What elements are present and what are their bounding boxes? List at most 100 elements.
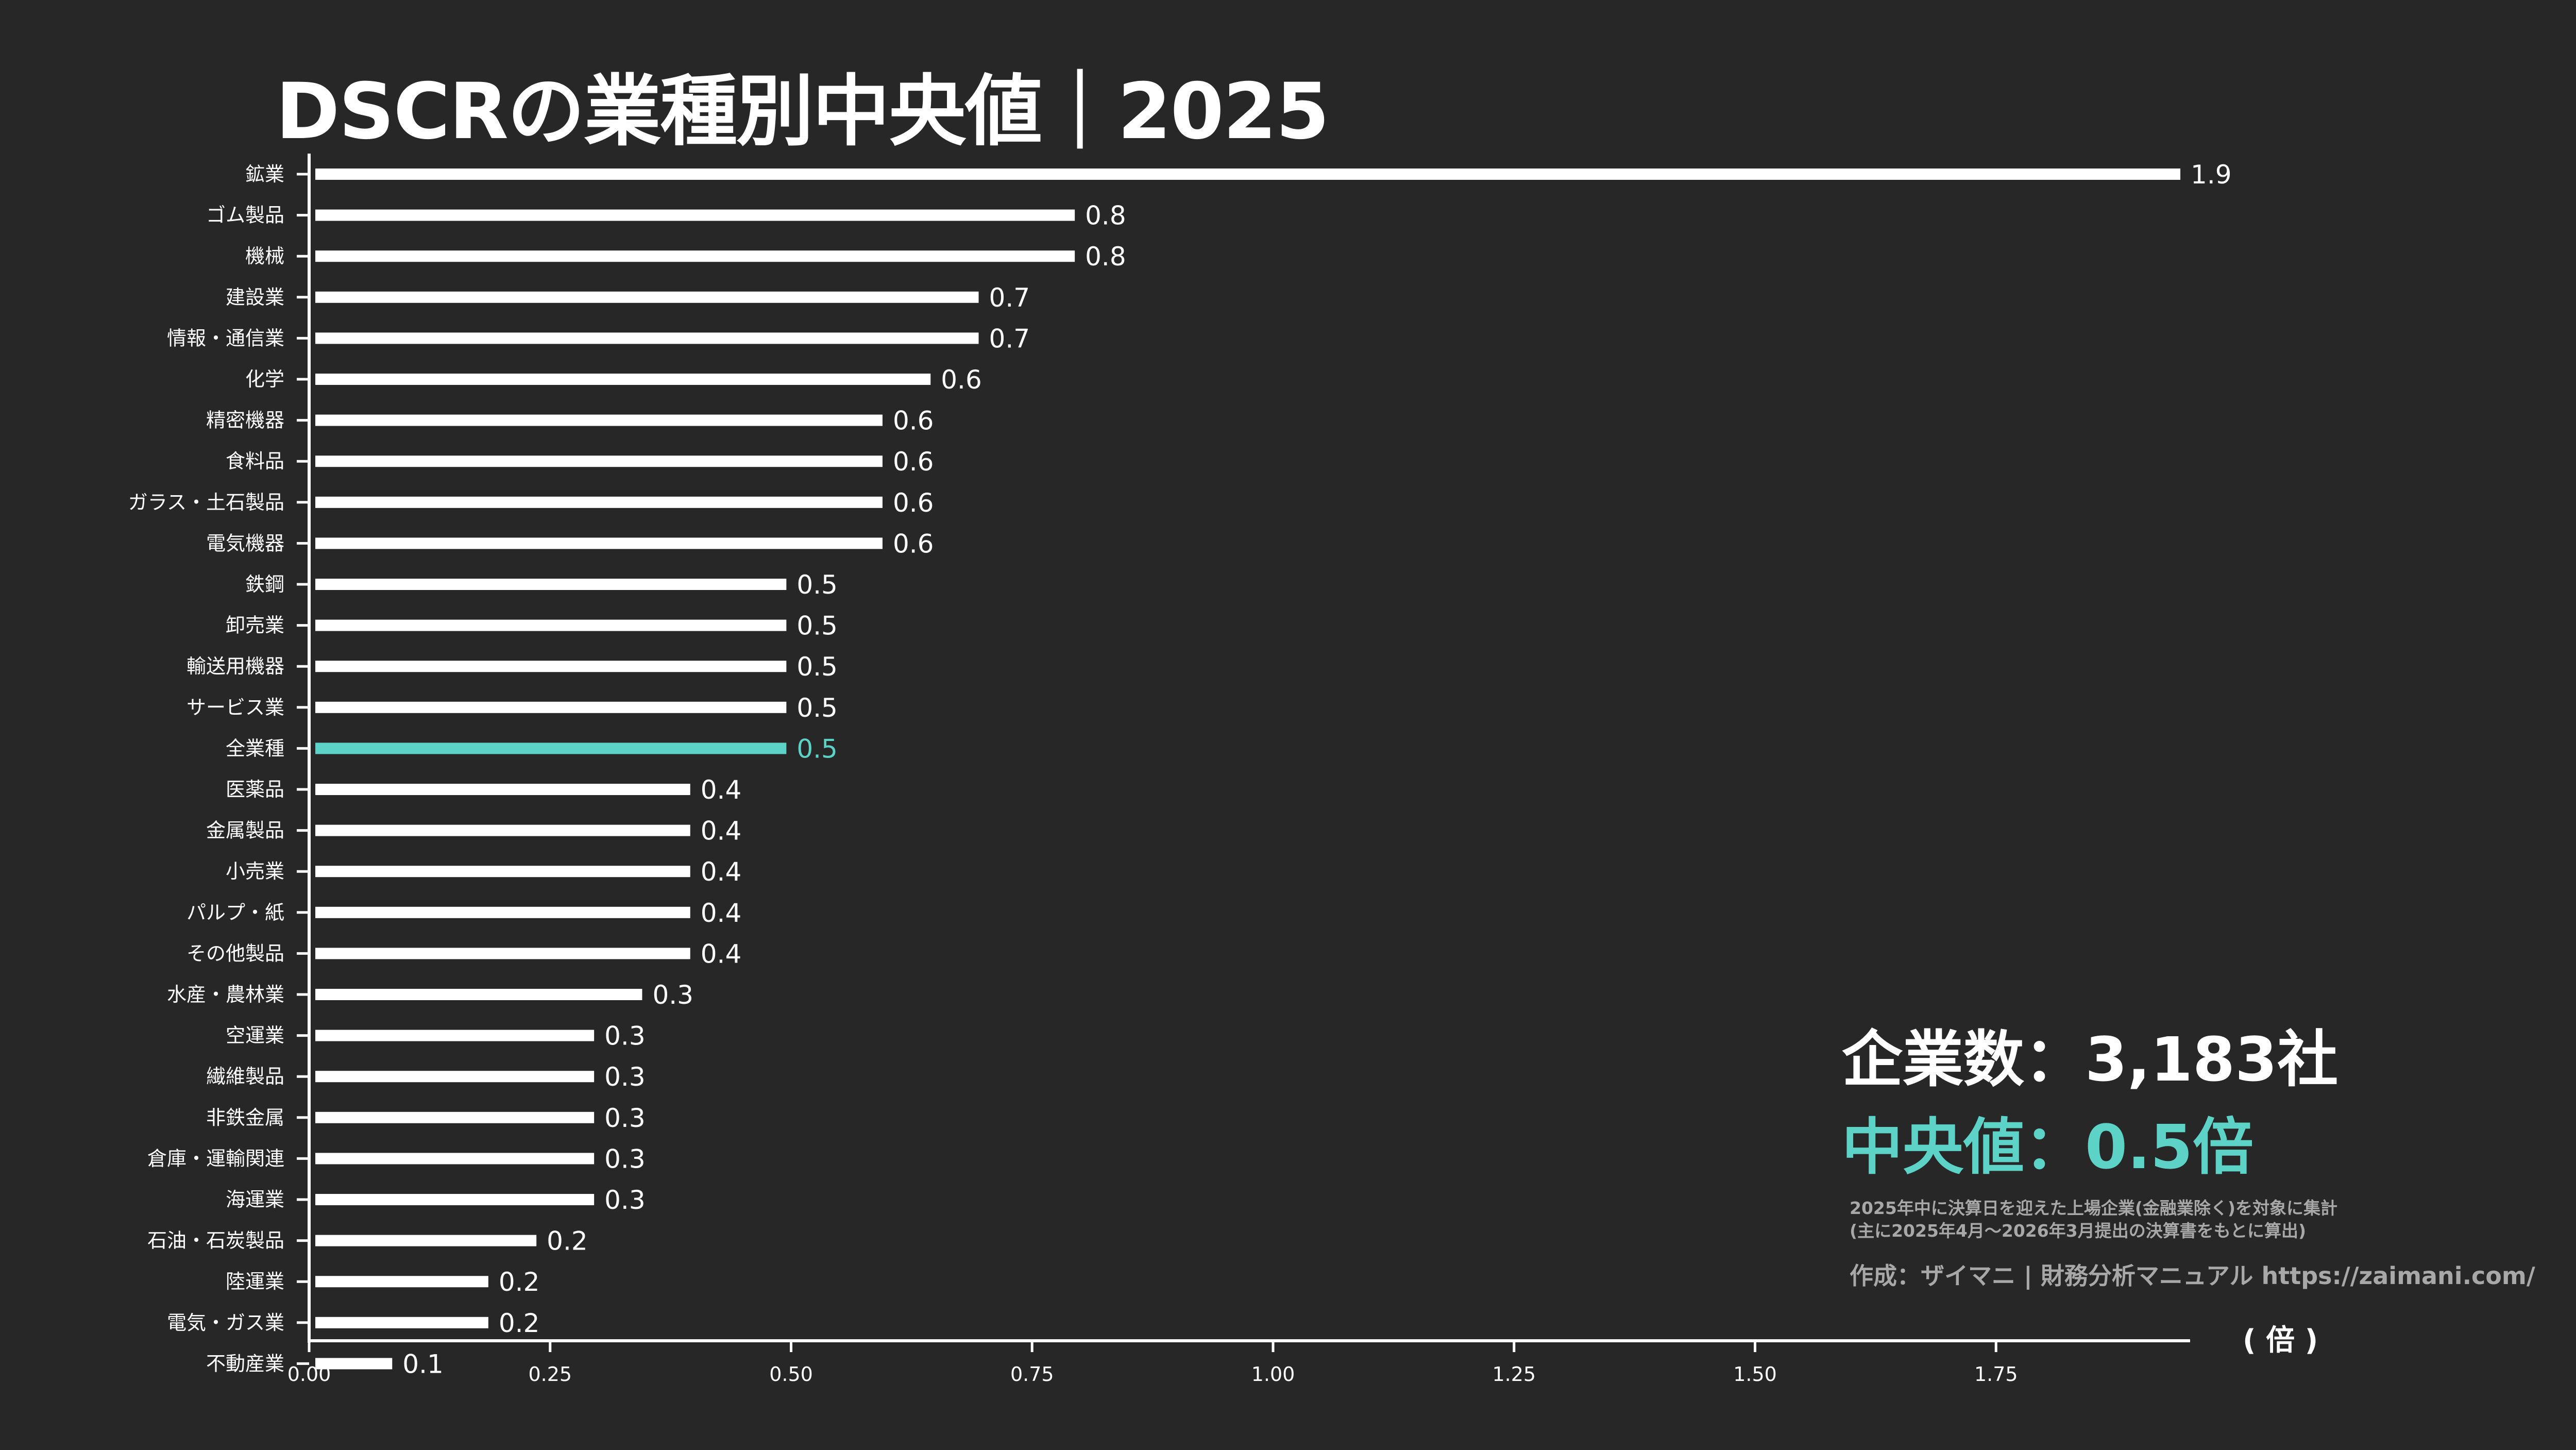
median-value: 中央値：0.5倍 bbox=[1842, 1111, 2254, 1183]
bar bbox=[315, 579, 787, 590]
category-label: サービス業 bbox=[187, 696, 284, 719]
x-tick-label: 1.75 bbox=[1974, 1363, 2018, 1386]
data-label: 0.3 bbox=[604, 1144, 646, 1174]
data-label: 0.3 bbox=[652, 980, 693, 1010]
bar bbox=[315, 619, 787, 631]
data-label: 0.2 bbox=[499, 1267, 540, 1297]
x-tick-label: 1.50 bbox=[1733, 1363, 1777, 1386]
category-label: 空運業 bbox=[226, 1024, 284, 1047]
bar bbox=[315, 1111, 595, 1123]
bar bbox=[315, 1317, 488, 1328]
data-label: 0.4 bbox=[701, 816, 742, 846]
category-label: その他製品 bbox=[187, 942, 284, 965]
bar bbox=[315, 1071, 595, 1083]
category-label: 精密機器 bbox=[206, 409, 284, 432]
note-line-1: 2025年中に決算日を迎えた上場企業(金融業除く)を対象に集計 bbox=[1850, 1198, 2338, 1218]
labels: 鉱業 1.9 ゴム製品 0.8 機械 0.8 建設業 0.7 情報・通信業 0.7 化学 0.6 精密機… bbox=[128, 160, 2232, 1379]
data-label: 0.6 bbox=[893, 529, 934, 559]
category-label: ガラス・土石製品 bbox=[128, 491, 284, 514]
category-label: 小売業 bbox=[226, 860, 284, 883]
category-label: 石油・石炭製品 bbox=[147, 1229, 284, 1252]
category-label: 繊維製品 bbox=[206, 1065, 284, 1088]
x-tick-label: 0.75 bbox=[1010, 1363, 1054, 1386]
category-label: 全業種 bbox=[226, 737, 284, 760]
data-label: 0.3 bbox=[604, 1062, 646, 1092]
bar bbox=[315, 496, 883, 508]
data-label: 0.7 bbox=[989, 283, 1030, 313]
chart-title: DSCRの業種別中央値｜2025 bbox=[276, 67, 1330, 157]
company-count: 企業数：3,183社 bbox=[1842, 1024, 2338, 1095]
category-label: 鉱業 bbox=[245, 163, 284, 186]
data-label: 0.6 bbox=[941, 365, 982, 395]
bar bbox=[315, 332, 979, 344]
bar bbox=[315, 414, 883, 426]
bars bbox=[315, 168, 2181, 1370]
category-label: 化学 bbox=[245, 368, 284, 391]
data-label: 0.4 bbox=[701, 939, 742, 969]
x-tick-label: 1.00 bbox=[1251, 1363, 1295, 1386]
bar bbox=[315, 989, 642, 1000]
data-label: 0.6 bbox=[893, 406, 934, 436]
data-label: 0.8 bbox=[1085, 242, 1126, 272]
category-label: パルプ・紙 bbox=[187, 901, 284, 924]
data-label: 0.4 bbox=[701, 775, 742, 805]
category-label: 卸売業 bbox=[226, 614, 284, 637]
category-label: ゴム製品 bbox=[206, 204, 284, 227]
bar bbox=[315, 1276, 488, 1288]
data-label: 0.5 bbox=[796, 611, 838, 641]
bar bbox=[315, 1153, 595, 1165]
data-label: 0.8 bbox=[1085, 201, 1126, 231]
x-tick-label: 1.25 bbox=[1492, 1363, 1536, 1386]
data-label: 0.3 bbox=[604, 1021, 646, 1051]
category-label: 輸送用機器 bbox=[187, 655, 284, 678]
data-label: 0.3 bbox=[604, 1103, 646, 1133]
bar bbox=[315, 1194, 595, 1205]
data-label: 0.5 bbox=[796, 693, 838, 723]
category-label: 不動産業 bbox=[206, 1352, 284, 1375]
bar bbox=[315, 906, 690, 918]
bar bbox=[315, 1235, 537, 1246]
bar bbox=[315, 948, 690, 959]
data-label: 0.5 bbox=[796, 652, 838, 682]
data-label: 0.5 bbox=[796, 734, 838, 764]
bar bbox=[315, 824, 690, 836]
category-label: 情報・通信業 bbox=[167, 327, 284, 349]
bar bbox=[315, 701, 787, 713]
bar bbox=[315, 250, 1075, 262]
bar bbox=[315, 784, 690, 795]
category-label: 海運業 bbox=[226, 1188, 284, 1211]
bar bbox=[315, 537, 883, 549]
category-label: 金属製品 bbox=[206, 819, 284, 842]
data-label: 0.6 bbox=[893, 488, 934, 518]
category-label: 鉄鋼 bbox=[245, 573, 284, 596]
data-label: 0.2 bbox=[547, 1226, 588, 1256]
data-label: 0.4 bbox=[701, 857, 742, 887]
category-label: 非鉄金属 bbox=[206, 1106, 284, 1129]
bar-highlight bbox=[315, 743, 787, 754]
bar bbox=[315, 1358, 393, 1370]
bar bbox=[315, 374, 931, 385]
x-tick-label: 0.25 bbox=[528, 1363, 572, 1386]
bar bbox=[315, 1030, 595, 1041]
x-axis-label: ( 倍 ) bbox=[2243, 1324, 2318, 1357]
bar bbox=[315, 661, 787, 672]
data-label: 1.9 bbox=[2191, 160, 2232, 190]
category-label: 食料品 bbox=[226, 450, 284, 473]
category-label: 建設業 bbox=[226, 286, 284, 309]
bar bbox=[315, 209, 1075, 221]
category-label: 電気・ガス業 bbox=[167, 1311, 284, 1334]
data-label: 0.6 bbox=[893, 447, 934, 477]
credit: 作成：ザイマニ | 財務分析マニュアル https://zaimani.com/ bbox=[1850, 1262, 2535, 1290]
bar bbox=[315, 168, 2181, 180]
data-label: 0.2 bbox=[499, 1308, 540, 1338]
data-label: 0.3 bbox=[604, 1185, 646, 1215]
category-label: 陸運業 bbox=[226, 1270, 284, 1293]
category-label: 医薬品 bbox=[226, 778, 284, 801]
x-tick-label: 0.50 bbox=[769, 1363, 813, 1386]
bar bbox=[315, 291, 979, 303]
data-label: 0.1 bbox=[402, 1349, 444, 1379]
data-label: 0.4 bbox=[701, 898, 742, 928]
category-label: 機械 bbox=[245, 245, 284, 267]
note-line-2: (主に2025年4月～2026年3月提出の決算書をもとに算出) bbox=[1850, 1221, 2307, 1241]
